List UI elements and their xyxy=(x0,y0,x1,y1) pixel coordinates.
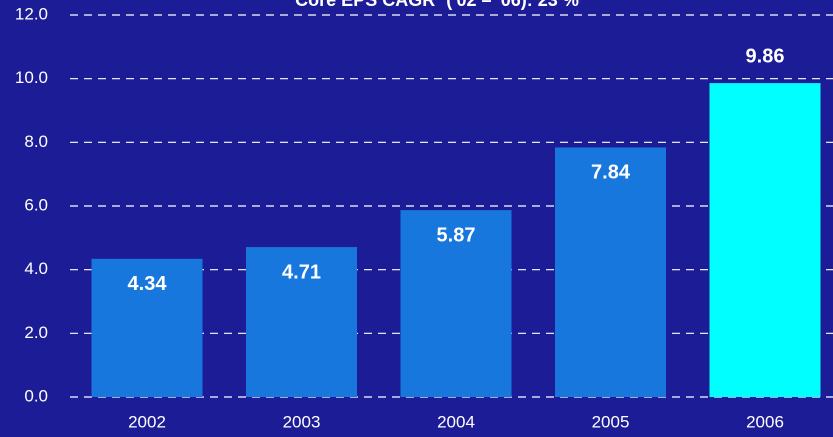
chart-title: Core EPS CAGR¹ ('02 – '06): 23 % xyxy=(295,0,579,10)
x-tick-label: 2002 xyxy=(128,412,166,431)
value-label: 4.71 xyxy=(282,261,321,283)
value-label: 9.86 xyxy=(746,45,785,67)
y-tick-label: 4.0 xyxy=(24,259,48,278)
y-tick-label: 10.0 xyxy=(15,68,48,87)
y-tick-label: 8.0 xyxy=(24,132,48,151)
bar xyxy=(400,210,512,397)
bar xyxy=(246,247,357,397)
value-label: 4.34 xyxy=(128,273,168,295)
y-tick-label: 12.0 xyxy=(15,4,48,23)
value-label: 7.84 xyxy=(591,162,631,184)
value-label: 5.87 xyxy=(437,224,476,246)
x-tick-label: 2006 xyxy=(746,412,784,431)
y-tick-label: 2.0 xyxy=(24,323,48,342)
y-tick-label: 6.0 xyxy=(24,195,48,214)
bar xyxy=(91,258,203,397)
x-tick-label: 2005 xyxy=(592,412,630,431)
x-tick-label: 2004 xyxy=(437,412,475,431)
y-tick-label: 0.0 xyxy=(24,386,48,405)
bar xyxy=(709,83,821,397)
x-tick-label: 2003 xyxy=(283,412,321,431)
bar xyxy=(555,147,666,397)
